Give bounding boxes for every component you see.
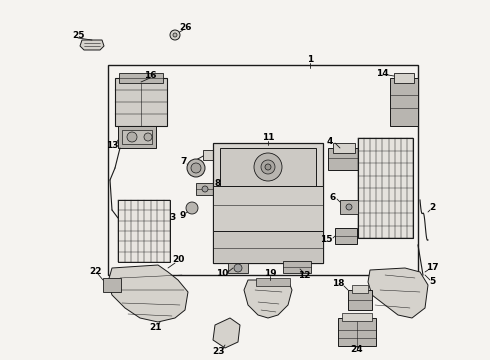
Bar — [335, 228, 357, 244]
Circle shape — [186, 202, 198, 214]
Bar — [118, 200, 170, 262]
Circle shape — [261, 160, 275, 174]
Text: 21: 21 — [149, 324, 161, 333]
Bar — [103, 278, 121, 292]
Bar — [228, 263, 248, 273]
Bar — [340, 200, 358, 214]
Bar — [220, 148, 316, 186]
Bar — [203, 150, 219, 160]
Polygon shape — [368, 268, 428, 318]
Circle shape — [234, 264, 242, 272]
Circle shape — [187, 159, 205, 177]
Text: 17: 17 — [426, 264, 439, 273]
Text: 9: 9 — [180, 211, 186, 220]
Bar — [115, 78, 167, 126]
Text: 14: 14 — [376, 68, 388, 77]
Text: 5: 5 — [429, 278, 435, 287]
Circle shape — [346, 204, 352, 210]
Text: 8: 8 — [215, 179, 221, 188]
Text: 18: 18 — [332, 279, 344, 288]
Bar — [256, 278, 290, 286]
Text: 10: 10 — [216, 270, 228, 279]
Text: 19: 19 — [264, 269, 276, 278]
Text: 15: 15 — [320, 235, 332, 244]
Bar — [108, 65, 418, 275]
Text: 20: 20 — [172, 256, 184, 265]
Text: 16: 16 — [144, 71, 156, 80]
Text: 3: 3 — [169, 213, 175, 222]
Text: 12: 12 — [298, 270, 310, 279]
Bar — [342, 313, 372, 321]
Text: 13: 13 — [106, 140, 118, 149]
Bar — [213, 143, 323, 263]
Text: 22: 22 — [89, 267, 101, 276]
Text: 2: 2 — [429, 203, 435, 212]
Text: 23: 23 — [212, 347, 224, 356]
Bar — [358, 138, 413, 238]
Text: 4: 4 — [327, 136, 333, 145]
Circle shape — [127, 132, 137, 142]
Polygon shape — [80, 40, 104, 50]
Bar — [118, 126, 156, 148]
Bar — [122, 130, 152, 144]
Circle shape — [144, 133, 152, 141]
Bar — [119, 73, 163, 83]
Text: 6: 6 — [330, 193, 336, 202]
Bar — [283, 261, 311, 273]
Bar — [390, 78, 418, 126]
Bar — [328, 148, 360, 170]
Text: 11: 11 — [262, 134, 274, 143]
Polygon shape — [108, 265, 188, 322]
Circle shape — [170, 30, 180, 40]
Polygon shape — [213, 318, 240, 348]
Bar — [348, 290, 372, 310]
Text: 1: 1 — [307, 55, 313, 64]
Polygon shape — [244, 280, 292, 318]
Circle shape — [265, 164, 271, 170]
Bar — [213, 231, 323, 263]
Circle shape — [173, 33, 177, 37]
Bar — [196, 183, 214, 195]
Text: 7: 7 — [181, 158, 187, 166]
Circle shape — [202, 186, 208, 192]
Bar — [394, 73, 414, 83]
Text: 25: 25 — [72, 31, 84, 40]
Bar — [338, 318, 376, 346]
Bar — [213, 186, 323, 231]
Circle shape — [254, 153, 282, 181]
Text: 26: 26 — [179, 23, 191, 32]
Bar — [352, 285, 368, 293]
Circle shape — [191, 163, 201, 173]
Text: 24: 24 — [351, 346, 363, 355]
Bar — [333, 143, 355, 153]
